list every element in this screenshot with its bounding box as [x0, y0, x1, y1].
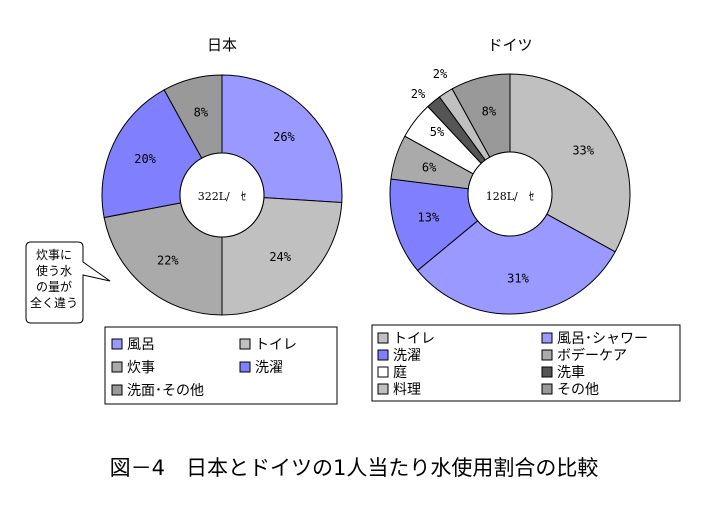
de-legend-label-2: 洗濯: [393, 348, 421, 364]
de-legend-label-6: 料理: [393, 382, 421, 398]
japan-chart-title: 日本: [207, 36, 237, 54]
de-legend-label-3: ボデーケア: [557, 347, 627, 364]
jp-legend-label-2: 炊事: [127, 360, 155, 376]
jp-slice-label-3: 20%: [134, 152, 156, 166]
germany-donut-chart: ドイツ 33% 31% 13% 6% 5% 2% 2% 8% 128L/ ｾ トイレ 風呂･シャ…: [371, 36, 681, 402]
jp-slice-label-4: 8%: [194, 106, 209, 120]
de-legend-label-4: 庭: [393, 364, 407, 381]
jp-slice-label-2: 22%: [157, 253, 179, 267]
de-donut-hole: [467, 151, 553, 237]
jp-slice-label-1: 24%: [269, 250, 291, 264]
japan-center-label: 322L/ ｾ: [198, 190, 247, 203]
jp-legend-swatch-3: [239, 361, 251, 373]
de-legend-swatch-3: [541, 349, 553, 361]
jp-legend-swatch-1: [239, 338, 251, 350]
de-slice-label-2: 13%: [418, 211, 440, 225]
japan-slice-labels: 26% 24% 22% 20% 8%: [134, 106, 295, 268]
japan-donut-chart: 日本 26% 24% 22% 20% 8% 322L/ ｾ 炊事に 使う水 の量が 全く…: [25, 36, 343, 405]
de-slice-label-1: 31%: [507, 272, 529, 286]
de-slice-label-3: 6%: [422, 161, 437, 175]
annotation-line-4: 全く違う: [30, 295, 78, 310]
de-legend-label-0: トイレ: [393, 331, 435, 347]
de-legend-swatch-2: [377, 349, 389, 361]
jp-legend-label-1: トイレ: [255, 337, 297, 353]
de-slice-label-6: 2%: [433, 67, 448, 81]
figure-caption: 図－4 日本とドイツの1人当たり水使用割合の比較: [110, 456, 599, 480]
japan-slices: [101, 74, 343, 316]
jp-legend-label-3: 洗濯: [255, 360, 283, 376]
japan-legend-box: [104, 326, 338, 405]
de-legend-swatch-1: [541, 332, 553, 344]
jp-legend-swatch-4: [111, 384, 123, 396]
annotation-callout: 炊事に 使う水 の量が 全く違う: [25, 241, 111, 324]
annotation-line-2: 使う水: [36, 263, 72, 278]
annotation-bubble: [25, 241, 111, 324]
germany-chart-title: ドイツ: [487, 36, 532, 54]
annotation-line-1: 炊事に: [36, 248, 72, 262]
de-legend-swatch-4: [377, 366, 389, 378]
de-legend-swatch-0: [377, 332, 389, 344]
jp-slice-label-0: 26%: [273, 130, 295, 144]
de-legend-label-1: 風呂･シャワー: [557, 331, 648, 347]
de-legend-swatch-7: [541, 383, 553, 395]
de-legend-swatch-6: [377, 383, 389, 395]
de-slice-label-4: 5%: [430, 125, 445, 139]
jp-legend-swatch-0: [111, 338, 123, 350]
germany-center-label: 128L/ ｾ: [486, 190, 535, 203]
jp-legend-swatch-2: [111, 361, 123, 373]
germany-slice-labels: 33% 31% 13% 6% 5% 2% 2% 8%: [411, 67, 595, 286]
annotation-line-3: の量が: [36, 279, 72, 294]
jp-legend-label-4: 洗面･その他: [127, 383, 204, 399]
de-legend-swatch-5: [541, 366, 553, 378]
de-slice-label-0: 33%: [572, 144, 594, 158]
de-slice-label-5: 2%: [411, 87, 426, 101]
germany-slices: [389, 73, 631, 315]
de-legend-label-7: その他: [557, 382, 599, 398]
jp-legend-label-0: 風呂: [127, 337, 155, 353]
jp-donut-hole: [179, 152, 265, 238]
de-legend-label-5: 洗車: [557, 364, 585, 381]
de-slice-label-7: 8%: [482, 105, 497, 119]
germany-legend-box: [371, 324, 681, 402]
